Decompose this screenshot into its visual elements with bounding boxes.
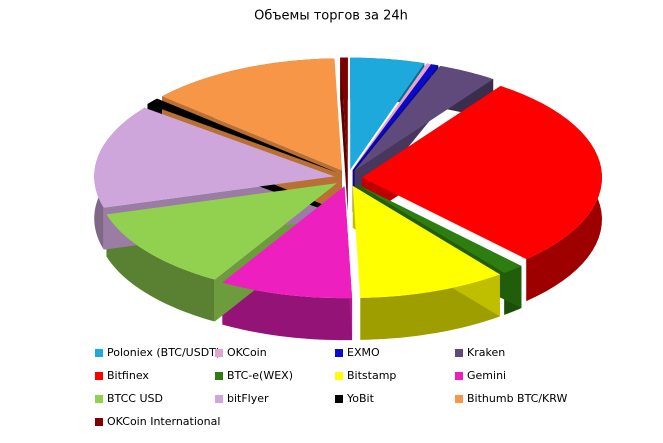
legend-label: Kraken	[467, 346, 505, 359]
slice	[340, 57, 348, 170]
legend-swatch	[95, 349, 103, 357]
legend-label: Bitstamp	[347, 369, 396, 382]
slice	[222, 186, 353, 299]
legend-swatch	[455, 395, 463, 403]
slice	[352, 63, 431, 171]
legend-swatch	[335, 349, 343, 357]
legend-swatch	[455, 349, 463, 357]
slice	[162, 58, 343, 171]
legend-swatch	[215, 349, 223, 357]
slice	[352, 185, 500, 298]
legend-label: Bitfinex	[107, 369, 149, 382]
slice	[350, 57, 425, 170]
slice-tops	[94, 57, 602, 299]
legend-label: OKCoin International	[107, 415, 220, 428]
slice	[352, 64, 439, 171]
slice-side-shade	[106, 214, 215, 322]
legend-label: OKCoin	[227, 346, 267, 359]
legend-label: YoBit	[346, 392, 375, 405]
slice	[106, 183, 337, 280]
chart-title: Объемы торгов за 24h	[254, 9, 408, 24]
legend-swatch	[95, 395, 103, 403]
legend-swatch	[95, 418, 103, 426]
legend-label: Bithumb BTC/KRW	[467, 392, 567, 405]
slice	[361, 85, 602, 260]
slice-side	[222, 282, 353, 341]
slice	[354, 65, 494, 171]
legend-label: Gemini	[467, 369, 506, 382]
legend-label: BTCC USD	[107, 392, 163, 405]
legend-swatch	[215, 372, 223, 380]
legend-swatch	[455, 372, 463, 380]
slice-side	[106, 214, 215, 322]
legend-swatch	[335, 372, 343, 380]
legend-label: bitFlyer	[227, 392, 269, 405]
slice	[357, 184, 522, 273]
legend-swatch	[215, 395, 223, 403]
slice-side	[340, 57, 348, 212]
slice-side-shade	[222, 282, 353, 341]
slice-side-shade	[340, 57, 348, 212]
legend-swatch	[95, 372, 103, 380]
legend-label: EXMO	[347, 346, 380, 359]
legend-swatch	[335, 395, 343, 403]
legend-label: BTC-e(WEX)	[227, 369, 293, 382]
slice	[147, 98, 338, 173]
slice	[94, 107, 335, 208]
legend-label: Poloniex (BTC/USDT)	[107, 346, 220, 359]
